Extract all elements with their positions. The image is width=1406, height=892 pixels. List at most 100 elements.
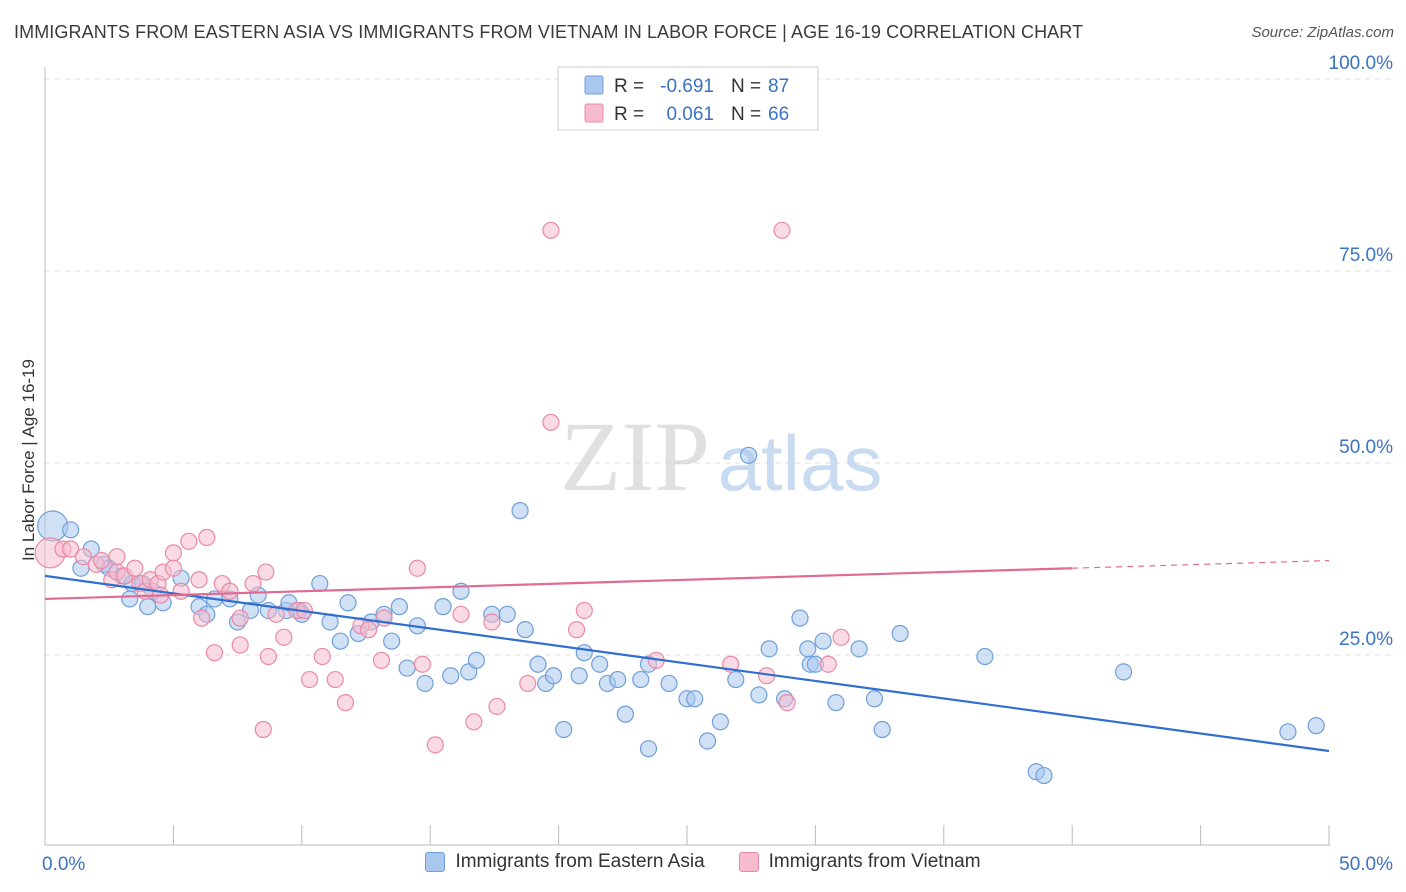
data-point-vietnam xyxy=(313,647,331,666)
data-point-vietnam xyxy=(62,540,80,558)
data-point-vietnam xyxy=(542,221,560,239)
data-point-eastern-asia xyxy=(1035,766,1053,785)
data-point-vietnam xyxy=(190,571,208,589)
data-point-eastern-asia xyxy=(416,674,434,693)
data-point-vietnam xyxy=(778,694,796,712)
data-point-vietnam xyxy=(567,621,586,639)
legend-n-value-2: 66 xyxy=(768,104,789,125)
y-tick-label: 100.0% xyxy=(1329,53,1394,74)
data-point-vietnam xyxy=(408,559,426,577)
legend-n-label-2: N = xyxy=(731,104,761,125)
data-point-eastern-asia xyxy=(467,651,486,669)
legend-swatch-pink xyxy=(584,103,604,123)
data-point-eastern-asia xyxy=(442,667,460,685)
y-tick-label: 50.0% xyxy=(1339,437,1393,458)
data-point-eastern-asia xyxy=(398,659,416,677)
data-point-vietnam xyxy=(483,613,501,631)
data-point-vietnam xyxy=(221,582,239,600)
data-point-vietnam xyxy=(205,644,224,662)
data-point-eastern-asia xyxy=(544,667,563,685)
data-point-vietnam xyxy=(465,713,483,731)
data-point-vietnam xyxy=(198,528,216,547)
legend-label-eastern-asia: Immigrants from Eastern Asia xyxy=(455,851,705,872)
data-point-eastern-asia xyxy=(639,740,658,758)
series-legend: Immigrants from Eastern Asia Immigrants … xyxy=(0,851,1406,873)
data-point-eastern-asia xyxy=(865,690,884,708)
data-point-eastern-asia xyxy=(339,594,357,612)
data-point-eastern-asia xyxy=(62,521,80,539)
data-point-vietnam xyxy=(193,609,211,627)
data-point-eastern-asia xyxy=(799,640,817,658)
data-point-vietnam xyxy=(275,628,293,646)
data-point-vietnam xyxy=(267,605,285,623)
data-point-eastern-asia xyxy=(850,640,868,658)
legend-item-vietnam: Immigrants from Vietnam xyxy=(738,851,981,873)
legend-n-label-1: N = xyxy=(731,76,761,97)
data-point-vietnam xyxy=(519,674,537,693)
data-point-vietnam xyxy=(575,601,593,620)
data-point-vietnam xyxy=(773,221,791,239)
data-point-eastern-asia xyxy=(760,640,778,658)
legend-n-value-1: 87 xyxy=(768,76,789,97)
data-point-eastern-asia xyxy=(516,621,534,639)
data-point-eastern-asia xyxy=(575,644,593,662)
data-point-vietnam xyxy=(488,697,506,716)
data-point-eastern-asia xyxy=(750,686,768,704)
data-point-eastern-asia xyxy=(727,670,745,689)
data-point-vietnam xyxy=(413,655,432,673)
data-point-vietnam xyxy=(231,609,249,627)
legend-swatch-blue xyxy=(584,75,604,95)
watermark-zip: ZIP xyxy=(560,401,710,512)
legend-r-value-2: 0.061 xyxy=(666,104,714,125)
data-point-eastern-asia xyxy=(609,670,627,689)
data-point-vietnam xyxy=(164,559,182,577)
stats-legend: R = -0.691 N = 87 R = 0.061 N = 66 xyxy=(557,66,819,131)
data-point-eastern-asia xyxy=(591,655,609,673)
data-point-eastern-asia xyxy=(660,674,678,693)
data-point-eastern-asia xyxy=(616,705,634,723)
legend-item-eastern-asia: Immigrants from Eastern Asia xyxy=(425,851,705,873)
data-point-vietnam xyxy=(452,605,470,623)
data-point-vietnam xyxy=(259,647,278,666)
data-point-eastern-asia xyxy=(1307,717,1325,735)
data-point-eastern-asia xyxy=(139,598,157,616)
y-tick-label: 75.0% xyxy=(1339,245,1393,266)
data-point-vietnam xyxy=(326,670,344,689)
data-point-vietnam xyxy=(254,720,272,739)
trend-line-vietnam-extension xyxy=(1072,559,1330,569)
data-point-eastern-asia xyxy=(331,632,349,650)
data-point-eastern-asia xyxy=(498,605,516,623)
legend-label-vietnam: Immigrants from Vietnam xyxy=(768,851,981,872)
trend-line-vietnam xyxy=(44,567,1073,601)
data-point-vietnam xyxy=(372,651,391,669)
data-point-eastern-asia xyxy=(383,632,401,650)
data-point-eastern-asia xyxy=(632,670,650,689)
data-point-vietnam xyxy=(74,548,93,566)
data-point-vietnam xyxy=(426,736,444,754)
data-point-eastern-asia xyxy=(698,732,717,750)
data-point-eastern-asia xyxy=(891,624,909,643)
data-point-vietnam xyxy=(300,670,319,689)
legend-swatch-vietnam xyxy=(738,852,759,872)
data-point-vietnam xyxy=(832,628,850,646)
data-point-eastern-asia xyxy=(791,609,809,627)
data-point-vietnam xyxy=(359,621,378,639)
data-point-eastern-asia xyxy=(555,720,573,739)
y-axis-label: In Labor Force | Age 16-19 xyxy=(19,359,38,561)
legend-r-label-1: R = xyxy=(614,76,644,97)
x-tick-label: 0.0% xyxy=(42,854,85,875)
data-point-vietnam xyxy=(108,548,126,566)
watermark-atlas: atlas xyxy=(718,419,883,507)
data-point-eastern-asia xyxy=(570,667,588,685)
data-point-vietnam xyxy=(92,551,111,570)
data-point-eastern-asia xyxy=(814,632,832,650)
data-point-eastern-asia xyxy=(390,598,408,616)
chart-title: IMMIGRANTS FROM EASTERN ASIA VS IMMIGRAN… xyxy=(14,22,1084,42)
legend-r-label-2: R = xyxy=(614,104,644,125)
data-point-eastern-asia xyxy=(976,647,994,666)
data-point-eastern-asia xyxy=(511,502,529,520)
data-point-eastern-asia xyxy=(686,690,704,708)
data-point-vietnam xyxy=(172,582,190,600)
data-point-vietnam xyxy=(231,636,249,654)
